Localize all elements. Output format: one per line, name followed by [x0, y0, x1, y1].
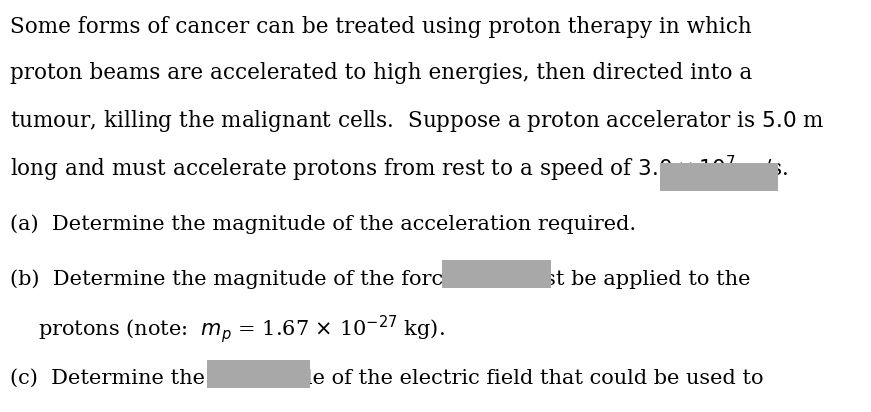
Text: (a)  Determine the magnitude of the acceleration required.: (a) Determine the magnitude of the accel…	[10, 214, 636, 234]
Text: long and must accelerate protons from rest to a speed of $3.0 \times 10^{7}$ m/s: long and must accelerate protons from re…	[10, 154, 788, 184]
Text: Some forms of cancer can be treated using proton therapy in which: Some forms of cancer can be treated usin…	[10, 16, 752, 38]
Text: protons (note:  $m_p$ = 1.67 $\times$ 10$^{-27}$ kg).: protons (note: $m_p$ = 1.67 $\times$ 10$…	[38, 313, 445, 345]
Text: (b)  Determine the magnitude of the force that must be applied to the: (b) Determine the magnitude of the force…	[10, 269, 751, 289]
Bar	[442, 260, 551, 288]
Text: tumour, killing the malignant cells.  Suppose a proton accelerator is $5.0$ m: tumour, killing the malignant cells. Sup…	[10, 108, 825, 134]
Bar	[207, 360, 310, 388]
Text: (c)  Determine the magnitude of the electric field that could be used to: (c) Determine the magnitude of the elect…	[10, 368, 764, 388]
Bar	[660, 163, 778, 191]
Text: proton beams are accelerated to high energies, then directed into a: proton beams are accelerated to high ene…	[10, 62, 753, 84]
